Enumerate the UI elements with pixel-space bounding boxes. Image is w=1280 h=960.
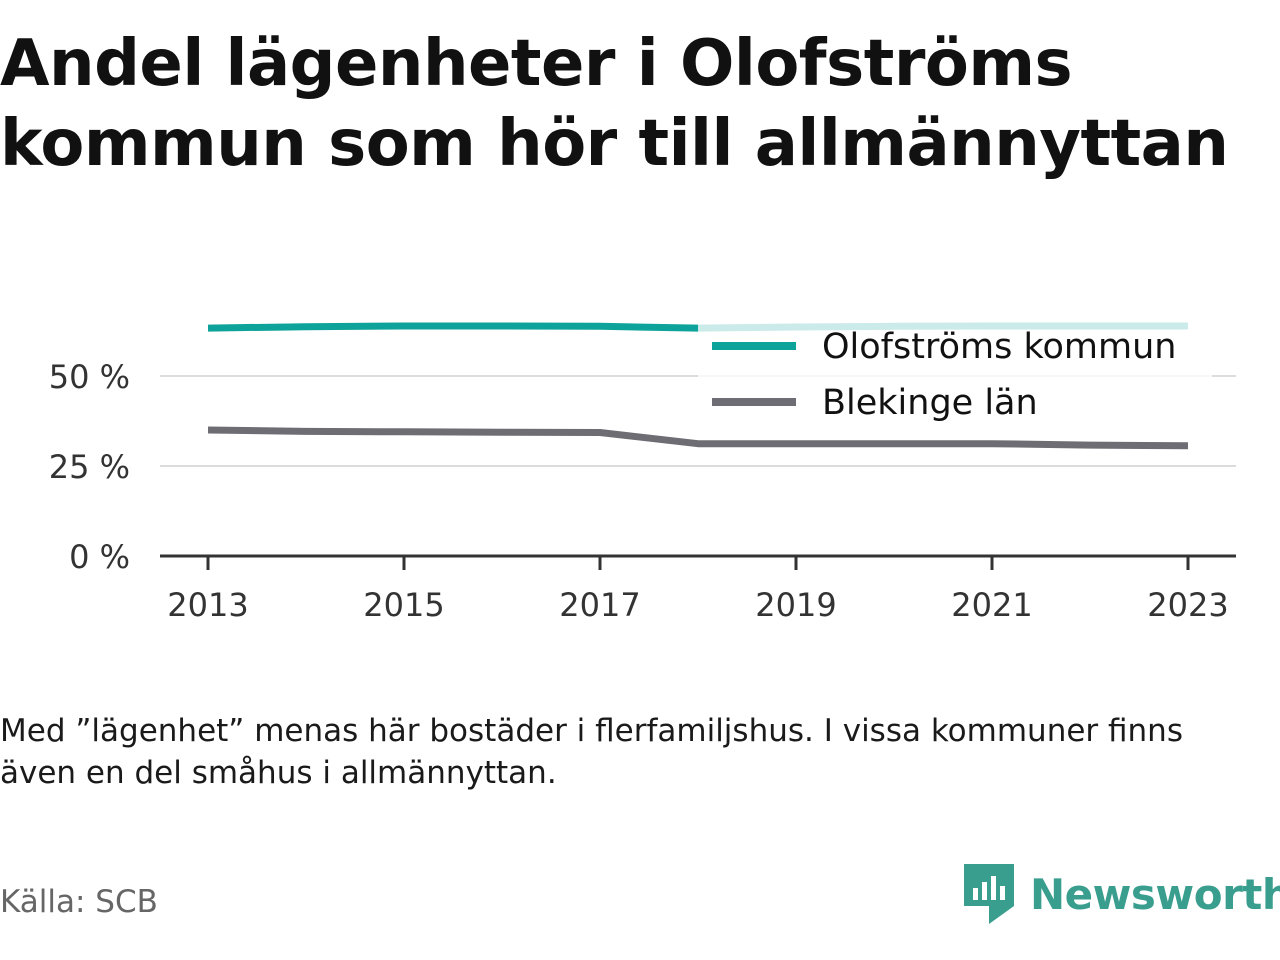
chart-note: Med ”lägenhet” menas här bostäder i fler… <box>0 710 1240 794</box>
y-tick-label-0: 0 % <box>69 538 130 576</box>
chart-title-line-2: kommun som hör till allmännyttan <box>0 107 1229 181</box>
x-tick-label-2013: 2013 <box>167 586 248 624</box>
y-tick-label-50: 50 % <box>49 358 130 396</box>
source-label: Källa: SCB <box>0 884 158 920</box>
chart-title-line-1: Andel lägenheter i Olofströms <box>0 27 1073 101</box>
legend-label-2: Blekinge län <box>822 383 1038 423</box>
chart-note-line-2: även en del småhus i allmännyttan. <box>0 755 557 791</box>
newsworthy-logo-icon <box>964 864 1014 924</box>
series-line-2 <box>207 426 1189 450</box>
legend: Olofströms kommun Blekinge län <box>698 322 1212 440</box>
x-tick-label-2015: 2015 <box>363 586 444 624</box>
x-tick-label-2017: 2017 <box>559 586 640 624</box>
line-chart: 0 % 25 % 50 % 2013 2015 2017 2019 2021 2023 Olo… <box>49 322 1236 624</box>
brand-name: Newsworthy <box>1030 869 1280 919</box>
legend-label-1: Olofströms kommun <box>822 327 1176 367</box>
y-tick-label-25: 25 % <box>49 448 130 486</box>
x-axis: 2013 2015 2017 2019 2021 2023 <box>160 554 1236 624</box>
chart-note-line-1: Med ”lägenhet” menas här bostäder i fler… <box>0 713 1183 749</box>
chart-title: Andel lägenheter i Olofströms kommun som… <box>0 24 1270 184</box>
legend-background <box>698 322 1212 440</box>
y-axis-ticks: 0 % 25 % 50 % <box>49 358 130 576</box>
x-tick-label-2019: 2019 <box>755 586 836 624</box>
x-tick-label-2023: 2023 <box>1147 586 1228 624</box>
x-tick-label-2021: 2021 <box>951 586 1032 624</box>
brand-logo: Newsworthy <box>964 862 1280 926</box>
